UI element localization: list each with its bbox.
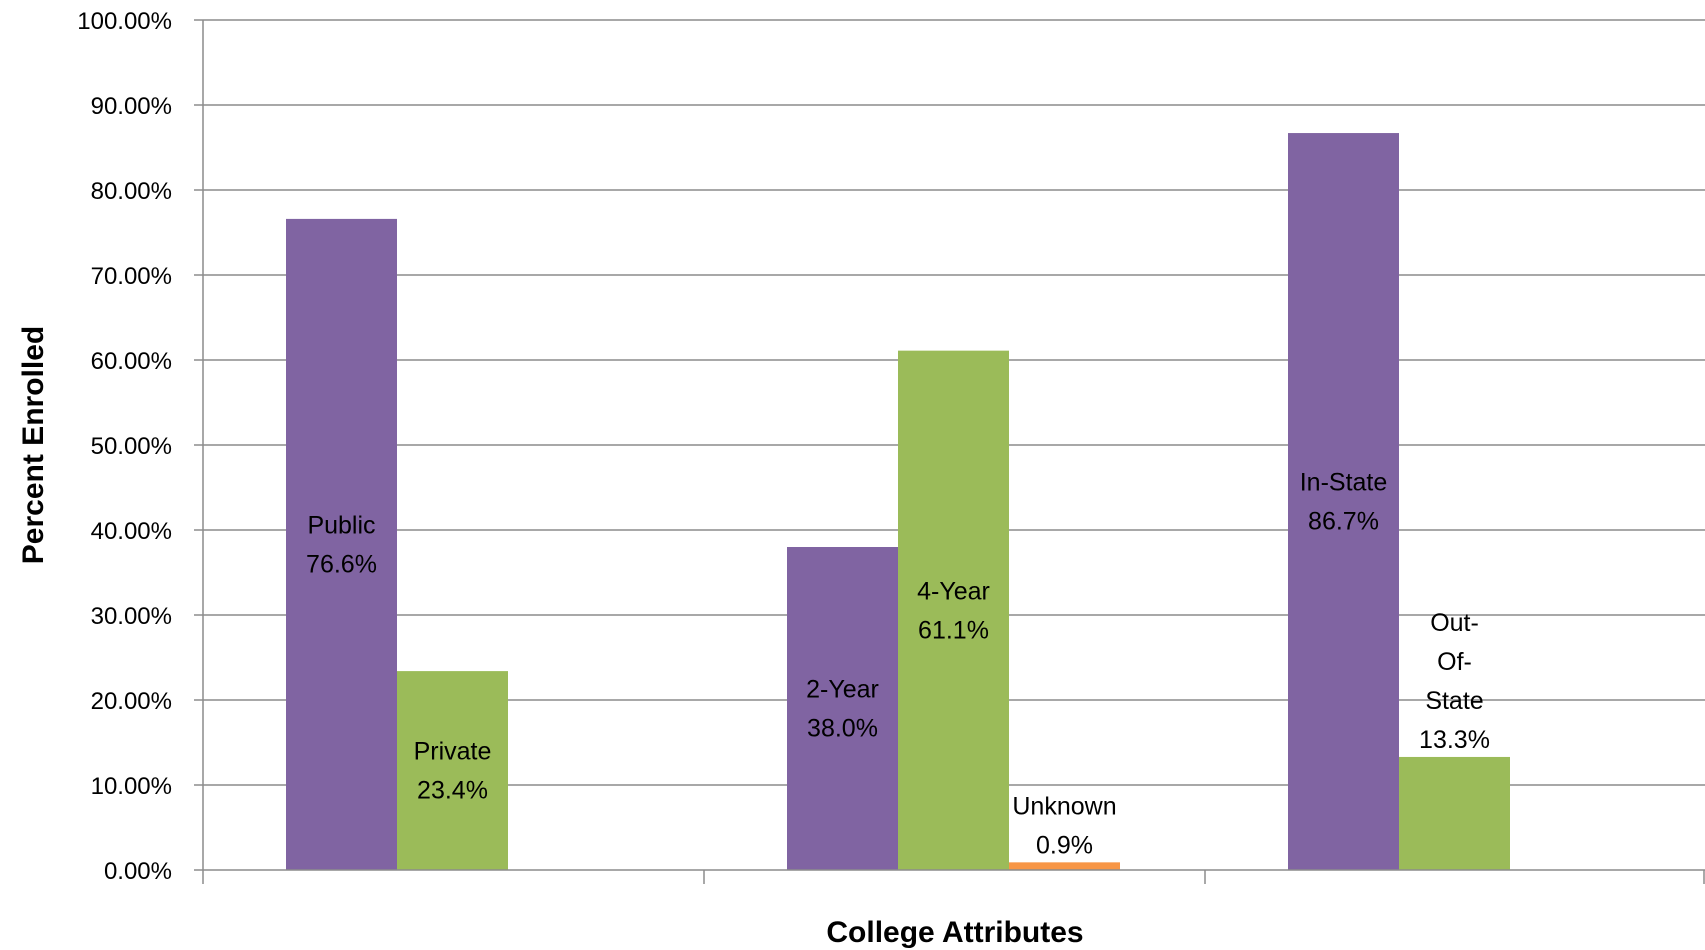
- bar: [1009, 862, 1120, 870]
- bars: [286, 133, 1510, 871]
- y-tick-label: 20.00%: [91, 688, 172, 715]
- y-tick-label: 30.00%: [91, 603, 172, 630]
- y-tick-label: 50.00%: [91, 433, 172, 460]
- y-tick-label: 70.00%: [91, 263, 172, 290]
- y-tick-label: 90.00%: [91, 93, 172, 120]
- bar: [286, 218, 397, 870]
- bar: [787, 547, 898, 870]
- y-tick-label: 100.00%: [77, 8, 172, 35]
- data-label: Out-Of-State 13.3%: [1419, 609, 1490, 754]
- y-tick-label: 60.00%: [91, 348, 172, 375]
- data-label: 4-Year 61.1%: [917, 577, 990, 644]
- bar-labels: Public 76.6% Private 23.4% 2-Year 38.0% 4-Year…: [306, 469, 1490, 860]
- data-label: Public 76.6%: [306, 512, 377, 579]
- axes: 0.00% 10.00% 20.00% 30.00% 40.00% 50.00% 60.00…: [77, 8, 1705, 885]
- data-label: In-State 86.7%: [1300, 469, 1388, 536]
- y-tick-label: 80.00%: [91, 178, 172, 205]
- y-tick-label: 10.00%: [91, 773, 172, 800]
- y-tick-label: 0.00%: [104, 858, 172, 885]
- bar: [1288, 133, 1399, 871]
- x-axis-title: College Attributes: [826, 916, 1083, 949]
- y-tick-label: 40.00%: [91, 518, 172, 545]
- data-label: Private 23.4%: [414, 738, 492, 805]
- data-label: Unknown 0.9%: [1012, 792, 1116, 859]
- bar: [397, 671, 508, 870]
- bar: [898, 350, 1009, 870]
- y-axis-title: Percent Enrolled: [17, 326, 50, 564]
- data-label: 2-Year 38.0%: [806, 676, 879, 743]
- bar: [1399, 756, 1510, 870]
